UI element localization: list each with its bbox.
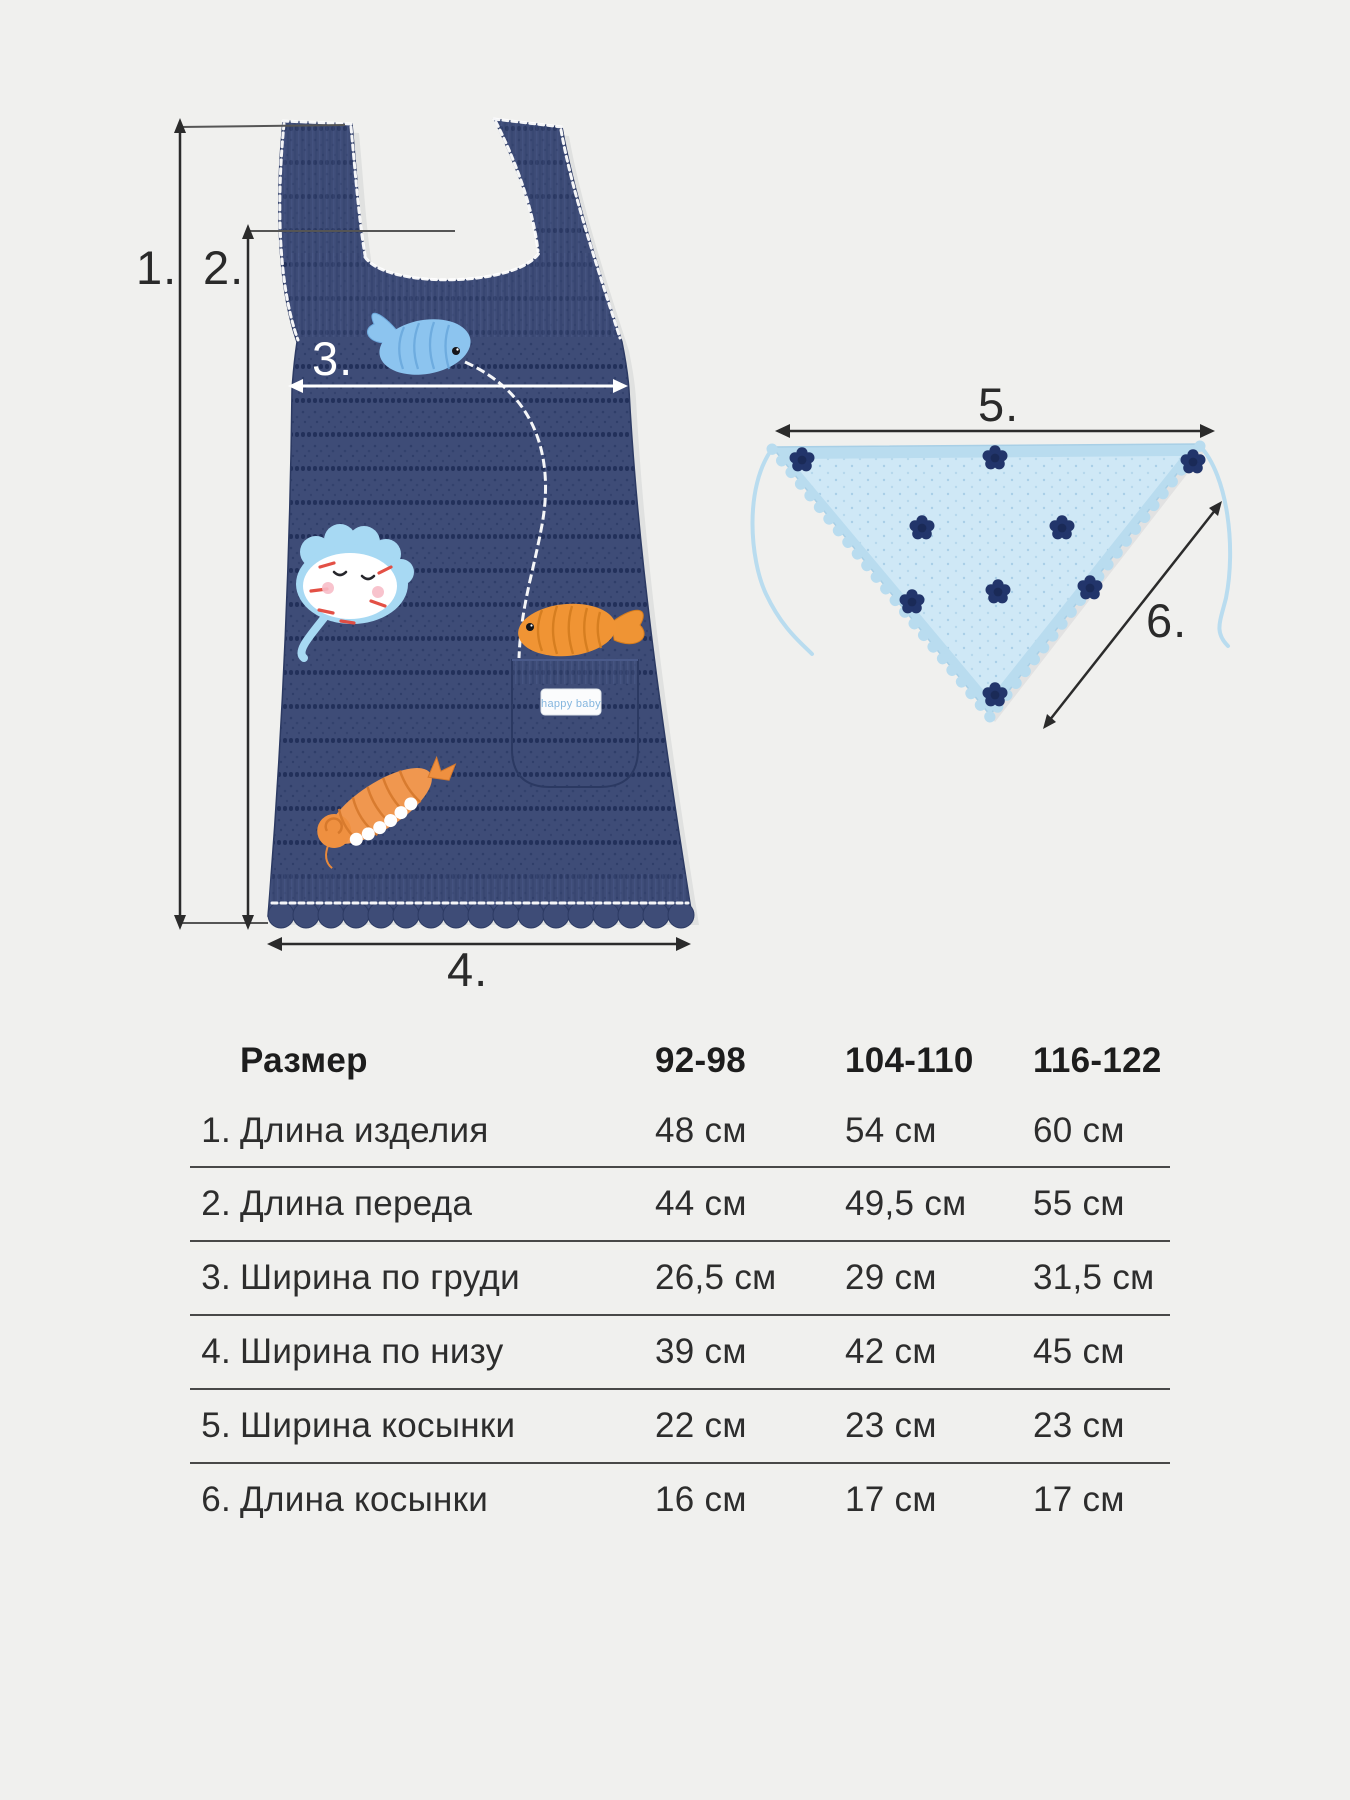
dimension-line-2: 2. bbox=[203, 224, 455, 930]
dimension-line-5: 5. bbox=[775, 378, 1215, 438]
row-label: Длина переда bbox=[240, 1184, 473, 1223]
row-value: 48 см bbox=[655, 1111, 747, 1150]
size-table: Размер 92-98 104-110 116-122 1. Длина изд… bbox=[190, 1026, 1170, 1536]
table-row: 5. Ширина косынки 22 см 23 см 23 см bbox=[190, 1388, 1170, 1462]
measure-label-2: 2. bbox=[203, 241, 244, 294]
row-value: 23 см bbox=[1033, 1406, 1125, 1445]
pocket-tag-label: happy baby bbox=[541, 698, 601, 710]
row-number: 4. bbox=[201, 1332, 231, 1371]
row-value: 42 см bbox=[845, 1332, 937, 1371]
measure-label-4: 4. bbox=[447, 943, 488, 996]
row-value: 29 см bbox=[845, 1258, 937, 1297]
size-diagram-figure: happy baby bbox=[136, 117, 1233, 996]
table-row: 1. Длина изделия 48 см 54 см 60 см bbox=[190, 1096, 1170, 1166]
shrimp-belly-ruffle bbox=[349, 797, 418, 846]
row-value: 60 см bbox=[1033, 1111, 1125, 1150]
white-trim bbox=[270, 117, 690, 905]
row-value: 16 см bbox=[655, 1480, 747, 1519]
column-header: 104-110 bbox=[845, 1041, 974, 1080]
table-row: 3. Ширина по груди 26,5 см 29 см 31,5 см bbox=[190, 1240, 1170, 1314]
dimension-line-1: 1. bbox=[136, 118, 346, 930]
dimension-line-3: 3. bbox=[288, 332, 628, 393]
measure-label-1: 1. bbox=[136, 241, 177, 294]
row-value: 44 см bbox=[655, 1184, 747, 1223]
row-value: 26,5 см bbox=[655, 1258, 777, 1297]
row-value: 17 см bbox=[1033, 1480, 1125, 1519]
row-value: 55 см bbox=[1033, 1184, 1125, 1223]
column-header: 116-122 bbox=[1033, 1041, 1162, 1080]
column-header: 92-98 bbox=[655, 1041, 747, 1080]
row-label: Длина косынки bbox=[240, 1480, 489, 1519]
row-label: Ширина по низу bbox=[240, 1332, 504, 1371]
row-number: 5. bbox=[201, 1406, 231, 1445]
row-value: 17 см bbox=[845, 1480, 937, 1519]
dimension-line-4: 4. bbox=[267, 937, 691, 996]
size-header-label: Размер bbox=[240, 1041, 368, 1080]
shrimp-applique bbox=[317, 755, 457, 869]
kerchief-ties bbox=[750, 444, 1233, 656]
dimension-lines: 1. 2. 3. 4. 5. bbox=[136, 118, 1222, 996]
row-value: 23 см bbox=[845, 1406, 937, 1445]
orange-fish-applique bbox=[518, 603, 645, 657]
row-value: 54 см bbox=[845, 1111, 937, 1150]
row-label: Длина изделия bbox=[240, 1111, 489, 1150]
row-value: 39 см bbox=[655, 1332, 747, 1371]
fishing-line bbox=[464, 360, 548, 659]
row-number: 6. bbox=[201, 1480, 231, 1519]
table-row: 4. Ширина по низу 39 см 42 см 45 см bbox=[190, 1314, 1170, 1388]
pocket: happy baby bbox=[511, 659, 639, 788]
hem-scallops bbox=[267, 901, 695, 929]
stingray-applique bbox=[296, 524, 414, 662]
row-value: 22 см bbox=[655, 1406, 747, 1445]
stingray-eyes bbox=[332, 570, 376, 581]
blue-fish-applique bbox=[367, 312, 471, 375]
measure-label-3: 3. bbox=[312, 332, 353, 385]
table-row: 2. Длина переда 44 см 49,5 см 55 см bbox=[190, 1166, 1170, 1240]
stingray-tail bbox=[297, 614, 328, 662]
kerchief-scallops bbox=[766, 440, 1206, 723]
row-value: 45 см bbox=[1033, 1332, 1125, 1371]
fish-eye bbox=[526, 623, 534, 631]
table-row: 6. Длина косынки 16 см 17 см 17 см bbox=[190, 1462, 1170, 1536]
row-value: 31,5 см bbox=[1033, 1258, 1155, 1297]
row-label: Ширина по груди bbox=[240, 1258, 520, 1297]
measure-label-5: 5. bbox=[978, 378, 1019, 431]
row-number: 3. bbox=[201, 1258, 231, 1297]
dimension-line-6: 6. bbox=[1043, 501, 1222, 729]
row-value: 49,5 см bbox=[845, 1184, 967, 1223]
row-number: 2. bbox=[201, 1184, 231, 1223]
fish-eye bbox=[452, 347, 460, 355]
kerchief bbox=[750, 440, 1233, 723]
dress-photo: happy baby bbox=[267, 117, 699, 929]
table-header-row: Размер 92-98 104-110 116-122 bbox=[190, 1026, 1170, 1096]
kerchief-fabric bbox=[790, 456, 1182, 698]
measure-label-6: 6. bbox=[1146, 594, 1187, 647]
row-number: 1. bbox=[201, 1111, 231, 1150]
pocket-tag bbox=[540, 688, 602, 716]
row-label: Ширина косынки bbox=[240, 1406, 516, 1445]
